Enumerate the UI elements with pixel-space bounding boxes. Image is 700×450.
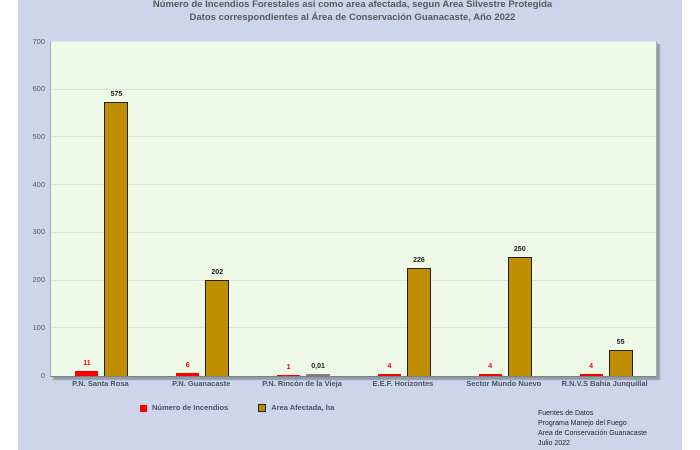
bar-incendios-0: [75, 371, 99, 376]
y-axis-tick-200: 200: [32, 275, 45, 285]
value-label-incendios-1: 6: [185, 362, 190, 369]
x-axis-label-0: P.N. Santa Rosa: [72, 379, 129, 388]
source-line: Fuentes de Datos: [538, 410, 594, 417]
source-line: Programa Manejo del Fuego: [538, 420, 627, 427]
y-axis-tick-700: 700: [32, 36, 45, 46]
chart-panel: Número de Incendios Forestales asi como …: [18, 0, 682, 450]
value-label-area-3: 226: [413, 257, 425, 264]
source-line: Area de Conservación Guanacaste: [538, 430, 647, 437]
legend-label-incendios: Número de Incendios: [152, 403, 229, 412]
chart-title: Número de Incendios Forestales asi como …: [50, 0, 655, 24]
x-axis-label-4: Sector Mundo Nuevo: [466, 379, 542, 388]
value-label-incendios-4: 4: [488, 363, 493, 370]
bar-area-2: [306, 374, 331, 376]
legend-swatch-area: [258, 404, 267, 412]
y-axis-tick-600: 600: [32, 84, 45, 94]
legend-item-area: Area Afectada, ha: [258, 403, 334, 413]
legend-label-area: Area Afectada, ha: [271, 403, 335, 412]
bar-incendios-3: [377, 374, 401, 376]
value-label-incendios-2: 1: [286, 364, 291, 371]
x-axis-label-5: R.N.V.S Bahía Junquillal: [561, 379, 648, 388]
legend-item-incendios: Número de Incendios: [140, 403, 228, 413]
legend-swatch-incendios: [140, 404, 147, 412]
bar-area-4: [507, 257, 532, 376]
y-axis-tick-300: 300: [32, 227, 45, 237]
x-axis-label-3: E.E.F. Horizontes: [372, 379, 434, 388]
bar-incendios-1: [176, 373, 200, 376]
gridline-100: [51, 327, 656, 328]
gridline-600: [51, 89, 656, 90]
bar-area-1: [205, 280, 230, 376]
bar-incendios-4: [478, 374, 502, 376]
chart-title-line2: Datos correspondientes al Área de Conser…: [189, 12, 516, 23]
value-label-area-2: 0,01: [311, 363, 325, 370]
value-label-area-1: 202: [211, 269, 224, 276]
bar-incendios-2: [277, 375, 301, 376]
bar-area-5: [608, 350, 633, 376]
gridline-200: [51, 280, 656, 281]
value-label-incendios-3: 4: [387, 363, 392, 370]
value-label-area-5: 55: [616, 339, 625, 346]
y-axis-tick-400: 400: [32, 179, 45, 189]
gridline-700: [51, 41, 656, 42]
y-axis-tick-100: 100: [32, 322, 45, 332]
value-label-incendios-0: 11: [83, 360, 91, 367]
data-source-note: Fuentes de Datos Programa Manejo del Fue…: [538, 409, 647, 449]
value-label-incendios-5: 4: [589, 363, 594, 370]
value-label-area-0: 575: [110, 91, 123, 98]
source-line: Julio 2022: [538, 440, 570, 447]
x-axis-label-1: P.N. Guanacaste: [172, 379, 231, 388]
bar-incendios-5: [579, 374, 603, 376]
gridline-500: [51, 136, 656, 137]
bar-area-3: [406, 268, 431, 376]
value-label-area-4: 250: [513, 246, 526, 253]
y-axis-tick-0: 0: [40, 370, 45, 380]
chart-title-line1: Número de Incendios Forestales asi como …: [152, 0, 553, 10]
bar-area-0: [104, 102, 129, 376]
y-axis-tick-500: 500: [32, 131, 45, 141]
legend: Número de Incendios Area Afectada, ha: [140, 403, 334, 413]
plot-area: 11 575 6 202 1 0,01 4 226 4 250 4 55: [50, 41, 657, 377]
gridline-300: [51, 232, 656, 233]
x-axis-label-2: P.N. Rincón de la Vieja: [262, 379, 342, 388]
gridline-400: [51, 184, 656, 185]
